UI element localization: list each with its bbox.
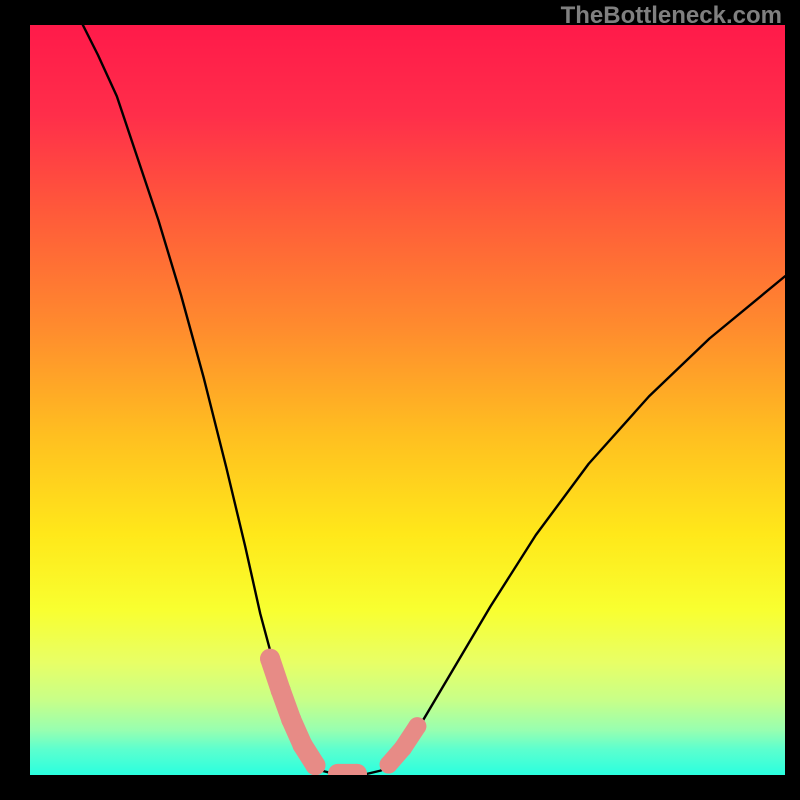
bottleneck-curve-chart (30, 25, 785, 775)
watermark-text: TheBottleneck.com (561, 2, 782, 30)
chart-container: TheBottleneck.com (0, 0, 800, 800)
plot-area (30, 25, 785, 775)
